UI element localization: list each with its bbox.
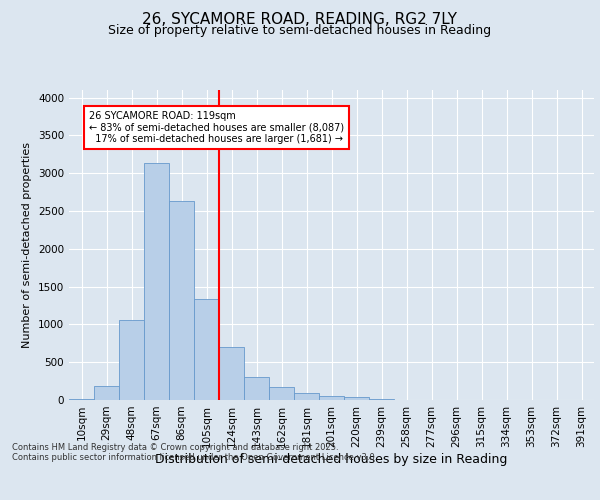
Bar — [294, 393, 319, 400]
Bar — [144, 164, 169, 400]
Y-axis label: Number of semi-detached properties: Number of semi-detached properties — [22, 142, 32, 348]
Bar — [369, 399, 394, 400]
Text: Contains HM Land Registry data © Crown copyright and database right 2025.
Contai: Contains HM Land Registry data © Crown c… — [12, 442, 377, 462]
Bar — [69, 399, 94, 400]
Bar — [344, 398, 369, 400]
Bar — [319, 396, 344, 400]
Text: 26, SYCAMORE ROAD, READING, RG2 7LY: 26, SYCAMORE ROAD, READING, RG2 7LY — [143, 12, 458, 28]
Bar — [119, 320, 144, 400]
Bar — [169, 201, 194, 400]
Text: 26 SYCAMORE ROAD: 119sqm
← 83% of semi-detached houses are smaller (8,087)
  17%: 26 SYCAMORE ROAD: 119sqm ← 83% of semi-d… — [89, 111, 344, 144]
Bar — [269, 387, 294, 400]
Bar — [194, 298, 219, 400]
Bar — [94, 386, 119, 400]
X-axis label: Distribution of semi-detached houses by size in Reading: Distribution of semi-detached houses by … — [155, 452, 508, 466]
Bar — [244, 378, 269, 400]
Bar — [219, 347, 244, 400]
Text: Size of property relative to semi-detached houses in Reading: Size of property relative to semi-detach… — [109, 24, 491, 37]
